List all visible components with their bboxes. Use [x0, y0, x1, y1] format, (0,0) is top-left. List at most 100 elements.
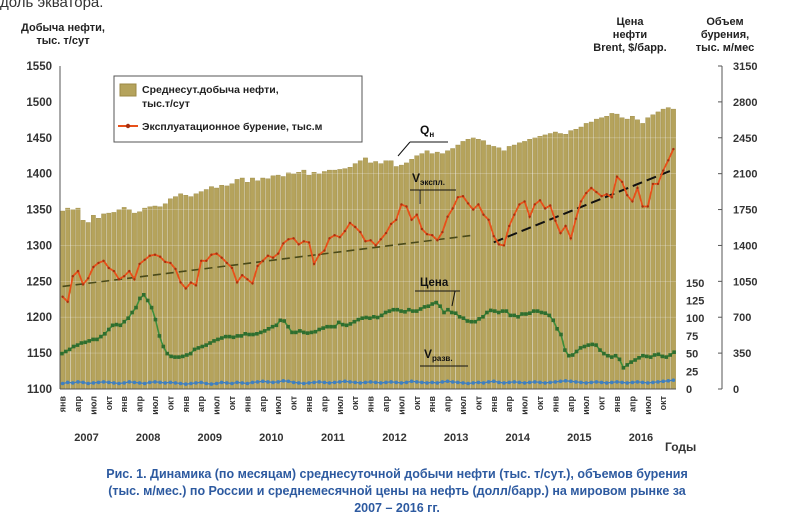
production-bar [640, 123, 646, 390]
price-point [528, 311, 532, 315]
exploration-point [620, 380, 624, 385]
production-bar [337, 169, 343, 390]
price-point [438, 304, 442, 308]
drilling-point [194, 284, 198, 287]
drilling-point [143, 258, 146, 261]
production-bar [373, 161, 379, 390]
price-point [91, 337, 95, 342]
exploration-point [512, 380, 517, 384]
production-bar [193, 193, 199, 390]
drilling-point [338, 236, 341, 239]
year-label: 2016 [629, 432, 653, 444]
price-point [305, 331, 310, 335]
price-point [664, 355, 669, 359]
price-point [586, 343, 591, 347]
production-bar [327, 169, 332, 390]
left-tick-label: 1350 [26, 205, 52, 217]
price-point [598, 348, 602, 352]
exploration-point [533, 380, 537, 384]
drilling-point [158, 255, 162, 258]
exploration-point [635, 380, 640, 384]
price-point [372, 315, 376, 319]
drilling-point [518, 203, 521, 206]
production-bar [255, 180, 261, 390]
price-point [629, 360, 633, 364]
month-tick-label: апр [627, 396, 637, 412]
drilling-point [102, 259, 105, 262]
drilling-tick-label: 2800 [733, 97, 757, 109]
drilling-point [472, 208, 475, 211]
month-tick-label: янв [58, 396, 68, 413]
month-tick-label: окт [412, 395, 422, 410]
price-point [114, 322, 119, 327]
drilling-point [425, 233, 429, 236]
price-point [301, 330, 306, 335]
drilling-point [307, 241, 311, 244]
drilling-point [631, 200, 634, 203]
price-point [321, 326, 325, 330]
price-point [103, 332, 107, 336]
exploration-point [640, 380, 645, 385]
exploration-point [219, 380, 224, 385]
price-point [247, 332, 251, 337]
exploration-point [194, 381, 198, 385]
drilling-point [112, 269, 116, 273]
production-bar [157, 206, 163, 390]
exploration-point [492, 379, 496, 384]
month-tick-label: июл [520, 396, 530, 415]
exploration-point [527, 380, 532, 385]
exploration-point [553, 380, 558, 384]
year-label: 2007 [74, 432, 98, 444]
price-point [317, 327, 322, 332]
drilling-point [441, 230, 444, 234]
production-bar [363, 157, 368, 390]
price-point [142, 293, 146, 297]
price-point [352, 319, 357, 324]
price-point [543, 311, 548, 315]
drilling-point [636, 186, 639, 190]
exploration-point [307, 381, 311, 385]
drilling-point [174, 267, 177, 271]
drilling-point [76, 269, 80, 273]
drilling-point [164, 260, 167, 264]
drilling-tick-label: 350 [733, 348, 751, 360]
price-point [364, 315, 368, 320]
exploration-point [286, 379, 291, 384]
price-axis-title: Цена нефти Brent, $/барр. [593, 16, 667, 54]
price-point [149, 305, 154, 310]
exploration-point [317, 380, 322, 384]
month-tick-label: июл [396, 396, 406, 415]
production-bar [583, 123, 589, 390]
production-bar [301, 169, 307, 390]
price-point [274, 323, 279, 328]
price-point [411, 309, 415, 313]
production-bar [286, 172, 291, 390]
price-tick-label: 25 [686, 366, 698, 378]
drilling-point [508, 224, 511, 228]
exploration-point [209, 382, 214, 386]
drilling-point [138, 262, 141, 266]
drilling-point [569, 237, 572, 240]
drilling-point [133, 278, 136, 281]
left-axis-title: Добыча нефти, тыс. т/сут [21, 22, 105, 47]
price-point [567, 353, 571, 358]
exploration-point [348, 380, 352, 384]
drilling-point [92, 265, 95, 269]
price-point [313, 329, 318, 334]
exploration-point [96, 380, 101, 385]
price-point [672, 350, 676, 354]
price-point [262, 329, 267, 333]
price-point [426, 304, 431, 308]
drilling-point [266, 254, 270, 257]
production-bar [527, 138, 533, 390]
drilling-point [128, 269, 131, 273]
drilling-point [492, 235, 495, 238]
price-point [461, 316, 466, 320]
exploration-point [358, 381, 363, 385]
drilling-point [667, 159, 670, 162]
month-tick-label: апр [258, 396, 268, 412]
exploration-point [137, 381, 142, 385]
month-tick-label: апр [504, 396, 514, 412]
exploration-point [502, 381, 506, 385]
price-point [216, 337, 220, 342]
